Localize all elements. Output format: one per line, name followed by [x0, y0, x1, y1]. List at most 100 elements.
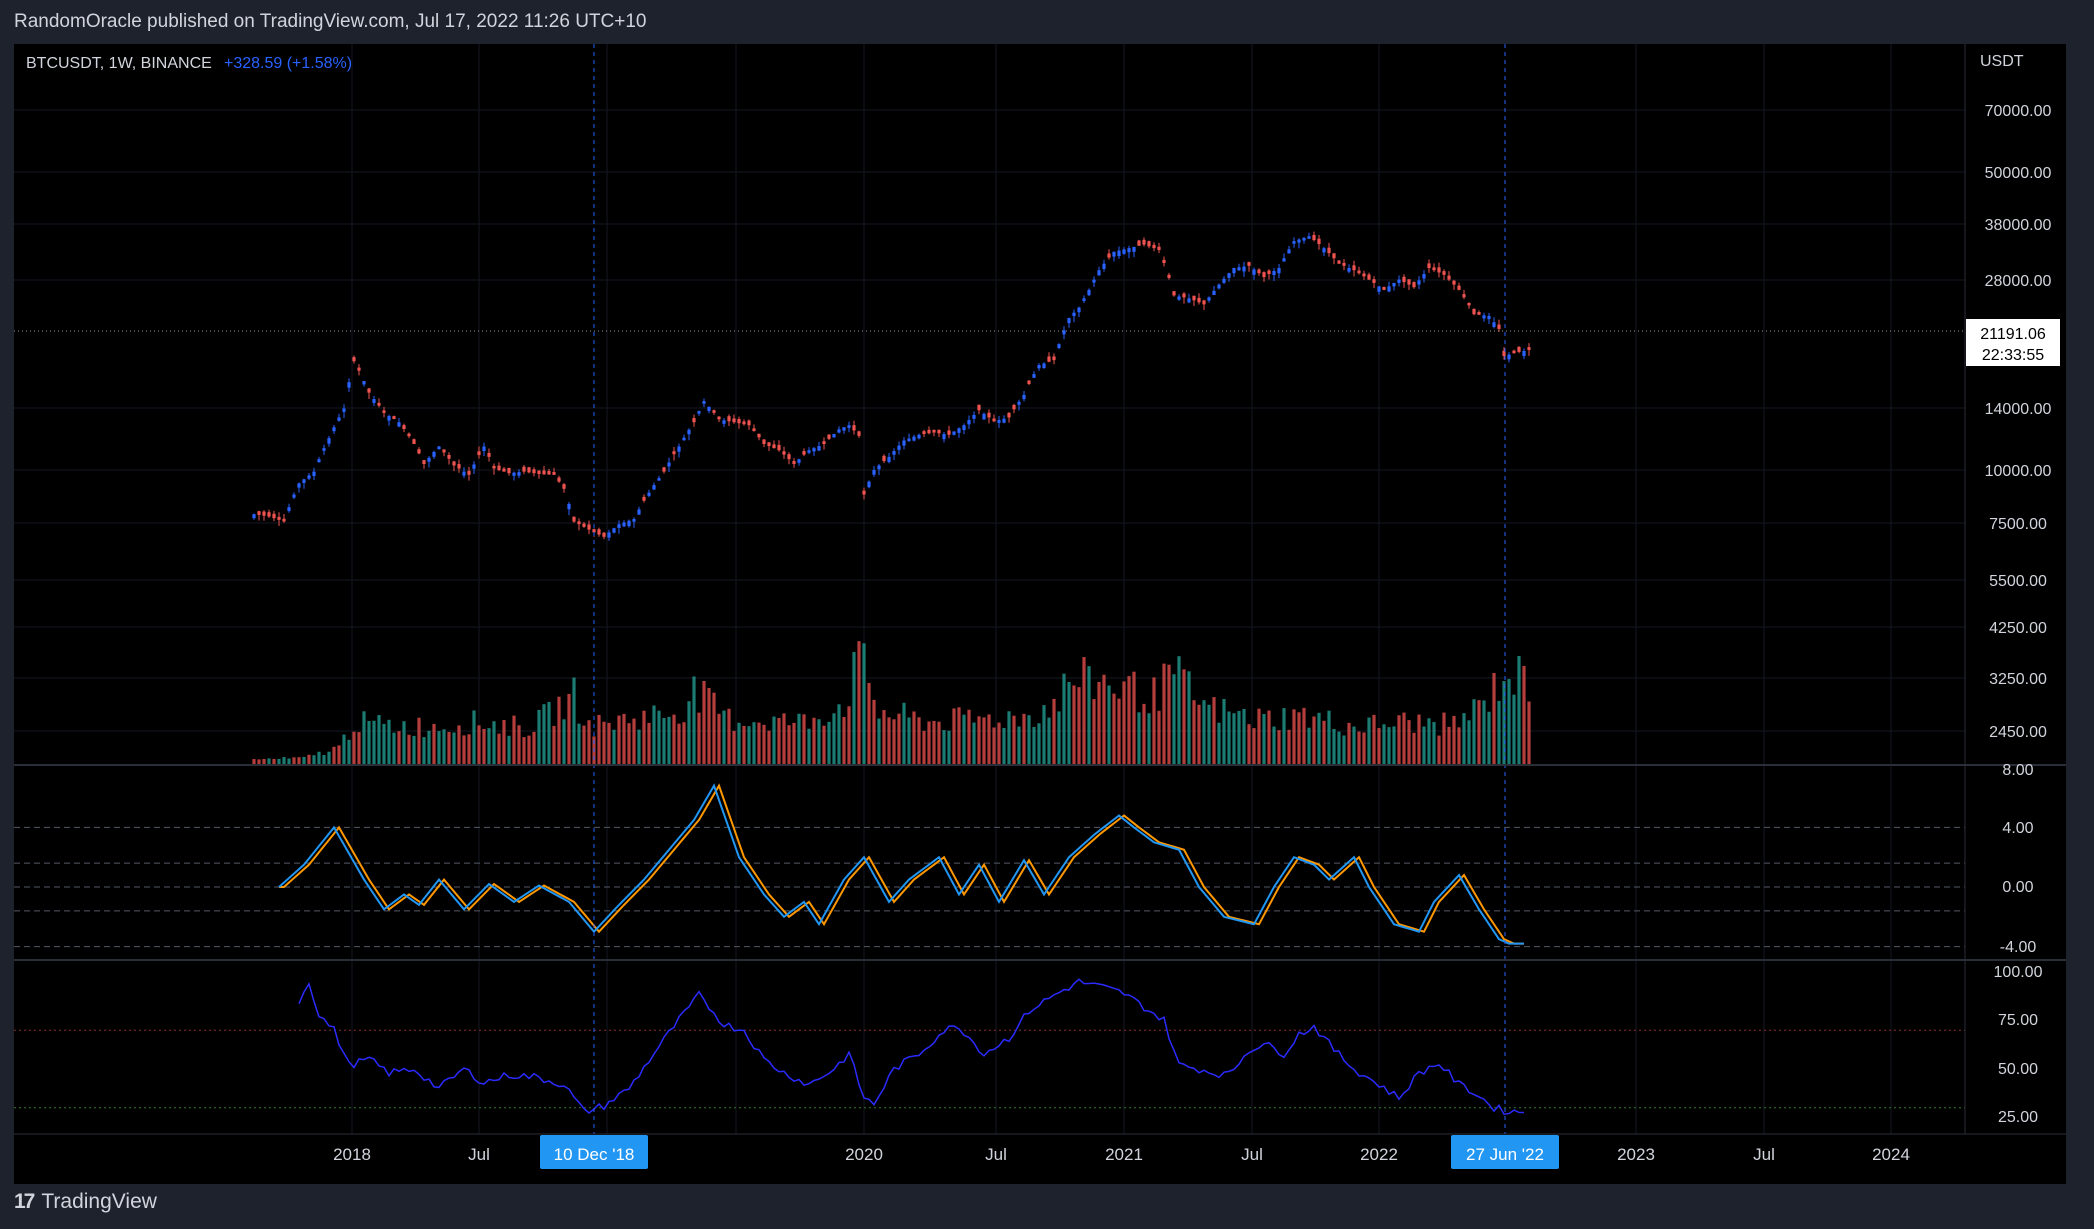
volume-bar — [917, 717, 921, 764]
volume-bar — [577, 723, 581, 764]
candle-body — [1057, 344, 1061, 349]
tradingview-logo-icon: 17 — [14, 1190, 35, 1213]
candle-body — [322, 448, 326, 451]
candle-body — [922, 431, 926, 435]
candle-body — [1507, 354, 1511, 360]
candle-body — [317, 459, 321, 463]
candle-body — [577, 521, 581, 525]
volume-bar — [602, 721, 606, 764]
candle-body — [1182, 293, 1186, 298]
volume-bar — [402, 721, 406, 764]
volume-bar — [367, 720, 371, 764]
candle-body — [1102, 263, 1106, 269]
volume-bar — [1182, 669, 1186, 764]
volume-bar — [307, 754, 311, 764]
candle-body — [652, 485, 656, 490]
candle-body — [1417, 280, 1421, 285]
candle-body — [617, 524, 621, 528]
volume-bar — [452, 732, 456, 764]
candle-body — [732, 418, 736, 423]
candle-body — [627, 520, 631, 527]
candle-body — [582, 523, 586, 527]
volume-bar — [977, 716, 981, 764]
candle-body — [1492, 322, 1496, 328]
volume-bar — [1352, 726, 1356, 764]
candle-body — [1367, 274, 1371, 280]
volume-bar — [397, 731, 401, 764]
candle-body — [1382, 286, 1386, 290]
volume-bar — [822, 725, 826, 764]
volume-bar — [937, 721, 941, 764]
candle-body — [1132, 246, 1136, 252]
price-scale: 70000.00 50000.00 38000.00 28000.00 14000.00… — [1985, 103, 2052, 741]
volume-bar — [1287, 729, 1291, 764]
time-tick: 2022 — [1360, 1145, 1398, 1164]
candle-body — [327, 438, 331, 444]
volume-bar — [1227, 711, 1231, 764]
volume-bar — [1177, 656, 1181, 764]
candle-body — [382, 410, 386, 413]
candle-body — [1137, 240, 1141, 246]
candle-body — [1217, 284, 1221, 289]
volume-bar — [1097, 682, 1101, 764]
candle-body — [1087, 289, 1091, 296]
candle-body — [587, 524, 591, 530]
footer-brand[interactable]: TradingView — [41, 1190, 157, 1213]
crosshair-date-label: 10 Dec '18 — [554, 1145, 635, 1164]
candle-body — [492, 465, 496, 469]
volume-bar — [1017, 726, 1021, 764]
candle-body — [472, 464, 476, 469]
candle-body — [542, 470, 546, 475]
volume-bar — [1127, 676, 1131, 764]
candle-body — [837, 429, 841, 433]
volume-bar — [797, 713, 801, 764]
candle-body — [662, 467, 666, 472]
volume-bar — [912, 711, 916, 764]
candle-body — [832, 434, 836, 438]
last-price-value: 21191.06 — [1980, 326, 2046, 343]
candle-body — [1467, 302, 1471, 306]
volume-bar — [642, 710, 646, 764]
candle-body — [1402, 276, 1406, 283]
volume-bar — [1187, 671, 1191, 764]
volume-bar — [817, 719, 821, 764]
volume-bar — [932, 720, 936, 764]
candle-body — [707, 406, 711, 412]
volume-bar — [957, 707, 961, 764]
candle-body — [1407, 279, 1411, 285]
volume-bar — [972, 722, 976, 764]
volume-bar — [1052, 698, 1056, 764]
rsi-scale: 100.00 75.00 50.00 25.00 — [1994, 964, 2043, 1126]
candle-body — [1027, 380, 1031, 384]
volume-bar — [1012, 715, 1016, 764]
rsi-tick: 50.00 — [1998, 1061, 2038, 1078]
volume-bar — [637, 729, 641, 764]
symbol-label[interactable]: BTCUSDT, 1W, BINANCE — [26, 55, 212, 72]
volume-bar — [422, 737, 426, 764]
volume-bar — [1502, 681, 1506, 764]
candle-body — [647, 492, 651, 496]
volume-bar — [1092, 699, 1096, 764]
last-price-tag: 21191.06 22:33:55 — [1966, 319, 2060, 366]
price-axis-strip — [1966, 44, 2066, 1134]
volume-bar — [1072, 685, 1076, 764]
candle-body — [1297, 239, 1301, 243]
candle-body — [682, 437, 686, 441]
crosshair-date-badge — [540, 1135, 648, 1169]
candle-body — [1032, 374, 1036, 378]
volume-bar — [992, 727, 996, 764]
candle-body — [672, 451, 676, 455]
candle-body — [952, 431, 956, 435]
volume-bar — [622, 713, 626, 764]
volume-bar — [532, 731, 536, 764]
candle-body — [1427, 263, 1431, 269]
candle-body — [902, 440, 906, 446]
volume-bar — [1492, 672, 1496, 764]
volume-bar — [632, 718, 636, 764]
volume-bar — [297, 757, 301, 764]
time-tick: Jul — [468, 1145, 490, 1164]
price-tick: 2450.00 — [1989, 724, 2047, 741]
volume-bar — [332, 746, 336, 764]
volume-bar — [1042, 705, 1046, 764]
